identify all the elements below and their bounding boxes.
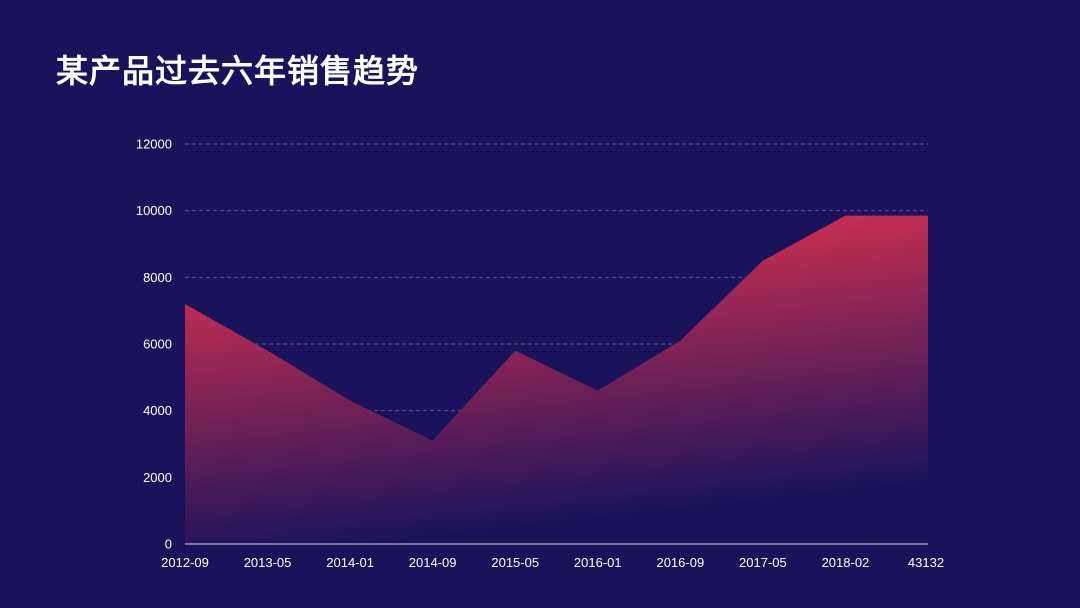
y-tick-label: 0 [165, 537, 172, 552]
x-tick-label: 2014-01 [326, 555, 374, 570]
y-tick-label: 4000 [143, 403, 172, 418]
y-tick-label: 6000 [143, 337, 172, 352]
y-tick-label: 12000 [136, 137, 172, 152]
x-tick-label: 2013-05 [244, 555, 292, 570]
page-title: 某产品过去六年销售趋势 [56, 52, 420, 90]
x-axis-ticks: 2012-09 2013-05 2014-01 2014-09 2015-05 2016-… [161, 555, 944, 570]
x-tick-label: 2017-05 [739, 555, 787, 570]
x-tick-label: 2015-05 [491, 555, 539, 570]
y-tick-label: 10000 [136, 203, 172, 218]
x-tick-label: 2018-02 [822, 555, 870, 570]
sales-area [185, 215, 928, 544]
x-tick-label: 2016-09 [656, 555, 704, 570]
y-tick-label: 8000 [143, 270, 172, 285]
area-series [185, 215, 928, 544]
y-tick-label: 2000 [143, 470, 172, 485]
x-tick-label: 43132 [908, 555, 944, 570]
y-axis-ticks: 0 2000 4000 6000 8000 10000 12000 [136, 137, 172, 552]
x-tick-label: 2016-01 [574, 555, 622, 570]
x-tick-label: 2014-09 [409, 555, 457, 570]
x-tick-label: 2012-09 [161, 555, 209, 570]
